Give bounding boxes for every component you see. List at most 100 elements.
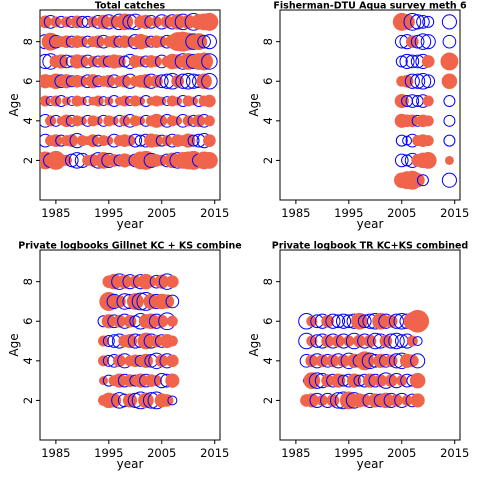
x-tick-label: 2005 xyxy=(387,446,416,460)
negative-residual-bubble xyxy=(197,34,211,49)
positive-residual-bubble xyxy=(155,354,169,368)
y-tick-label: 6 xyxy=(261,318,275,325)
y-tick-label: 8 xyxy=(21,38,35,45)
x-tick-label: 1985 xyxy=(41,446,70,460)
positive-residual-bubble xyxy=(133,373,148,388)
negative-residual-bubble xyxy=(383,333,399,349)
x-axis-label: year xyxy=(117,217,144,231)
plot-frame xyxy=(279,9,461,201)
negative-residual-bubble xyxy=(402,135,413,146)
positive-residual-bubble xyxy=(374,374,387,387)
positive-residual-bubble xyxy=(118,74,132,88)
y-tick-label: 4 xyxy=(261,117,275,124)
positive-residual-bubble xyxy=(143,293,159,310)
x-tick-label: 2005 xyxy=(147,206,176,220)
positive-residual-bubble xyxy=(117,274,132,289)
positive-residual-bubble xyxy=(101,314,116,329)
positive-residual-bubble xyxy=(353,334,366,348)
panel-title: Private logbooks Gillnet KC + KS combine xyxy=(18,241,241,252)
positive-residual-bubble xyxy=(410,393,425,408)
y-tick-label: 2 xyxy=(21,157,35,164)
x-tick-label: 1995 xyxy=(94,206,123,220)
positive-residual-bubble xyxy=(326,354,340,368)
positive-residual-bubble xyxy=(166,315,178,327)
plot-frame xyxy=(39,249,221,441)
positive-residual-bubble xyxy=(119,115,131,127)
positive-residual-bubble xyxy=(161,135,173,147)
positive-residual-bubble xyxy=(143,313,159,329)
positive-residual-bubble xyxy=(373,353,388,368)
y-tick-label: 2 xyxy=(21,397,35,404)
positive-residual-bubble xyxy=(150,375,162,387)
positive-residual-bubble xyxy=(60,154,72,166)
positive-residual-bubble xyxy=(384,374,398,387)
negative-residual-bubble xyxy=(175,73,191,89)
positive-residual-bubble xyxy=(160,15,174,29)
negative-residual-bubble xyxy=(442,34,457,49)
x-tick-label: 1985 xyxy=(281,206,310,220)
panel-title: Fisherman-DTU Aqua survey meth 6 xyxy=(273,1,467,12)
positive-residual-bubble xyxy=(113,354,126,368)
positive-residual-bubble xyxy=(166,275,179,288)
positive-residual-bubble xyxy=(421,55,435,68)
positive-residual-bubble xyxy=(195,52,214,71)
positive-residual-bubble xyxy=(106,273,122,290)
positive-residual-bubble xyxy=(76,55,89,68)
positive-residual-bubble xyxy=(124,135,136,147)
positive-residual-bubble xyxy=(156,154,168,166)
positive-residual-bubble xyxy=(48,73,64,89)
x-axis-label: year xyxy=(117,457,144,471)
positive-residual-bubble xyxy=(326,394,340,407)
positive-residual-bubble xyxy=(362,373,378,388)
negative-residual-bubble xyxy=(399,53,415,70)
positive-residual-bubble xyxy=(150,16,162,28)
panel-4: Private logbook TR KC+KS combined 1985 199… xyxy=(247,241,469,472)
negative-residual-bubble xyxy=(201,53,218,70)
negative-residual-bubble xyxy=(102,335,115,348)
negative-residual-bubble xyxy=(420,34,436,50)
positive-residual-bubble xyxy=(154,274,169,289)
positive-residual-bubble xyxy=(65,134,79,147)
positive-residual-bubble xyxy=(41,32,60,51)
y-tick-label: 6 xyxy=(261,78,275,85)
negative-residual-bubble xyxy=(395,134,408,147)
positive-residual-bubble xyxy=(422,95,434,107)
positive-residual-bubble xyxy=(396,375,408,387)
positive-residual-bubble xyxy=(440,52,459,71)
positive-residual-bubble xyxy=(372,312,389,330)
negative-residual-bubble xyxy=(416,174,429,187)
positive-residual-bubble xyxy=(166,335,178,347)
positive-residual-bubble xyxy=(124,36,136,48)
positive-residual-bubble xyxy=(92,95,104,107)
x-tick-label: 2015 xyxy=(200,206,229,220)
positive-residual-bubble xyxy=(196,73,212,89)
negative-residual-bubble xyxy=(414,73,432,90)
panel-3: Private logbooks Gillnet KC + KS combine… xyxy=(7,241,242,472)
positive-residual-bubble xyxy=(137,332,155,350)
panel-2: Fisherman-DTU Aqua survey meth 6 1985 1995… xyxy=(247,1,469,232)
negative-residual-bubble xyxy=(410,14,426,30)
negative-residual-bubble xyxy=(443,114,456,127)
negative-residual-bubble xyxy=(443,95,456,108)
positive-residual-bubble xyxy=(343,335,355,347)
positive-residual-bubble xyxy=(122,333,138,349)
positive-residual-bubble xyxy=(409,372,426,389)
positive-residual-bubble xyxy=(406,309,430,333)
positive-residual-bubble xyxy=(444,155,454,165)
negative-residual-bubble xyxy=(416,15,430,29)
plot-frame xyxy=(279,249,461,441)
positive-residual-bubble xyxy=(107,393,122,408)
y-tick-label: 8 xyxy=(261,38,275,45)
x-tick-label: 2015 xyxy=(200,446,229,460)
positive-residual-bubble xyxy=(136,150,156,170)
x-tick-label: 2015 xyxy=(440,446,469,460)
y-tick-label: 6 xyxy=(21,318,35,325)
negative-residual-bubble xyxy=(165,294,180,309)
positive-residual-bubble xyxy=(321,314,334,328)
x-axis-label: year xyxy=(357,457,384,471)
plot-frame xyxy=(39,9,221,201)
y-axis-label: Age xyxy=(7,333,21,356)
bubbles xyxy=(298,309,430,410)
positive-residual-bubble xyxy=(406,335,418,347)
